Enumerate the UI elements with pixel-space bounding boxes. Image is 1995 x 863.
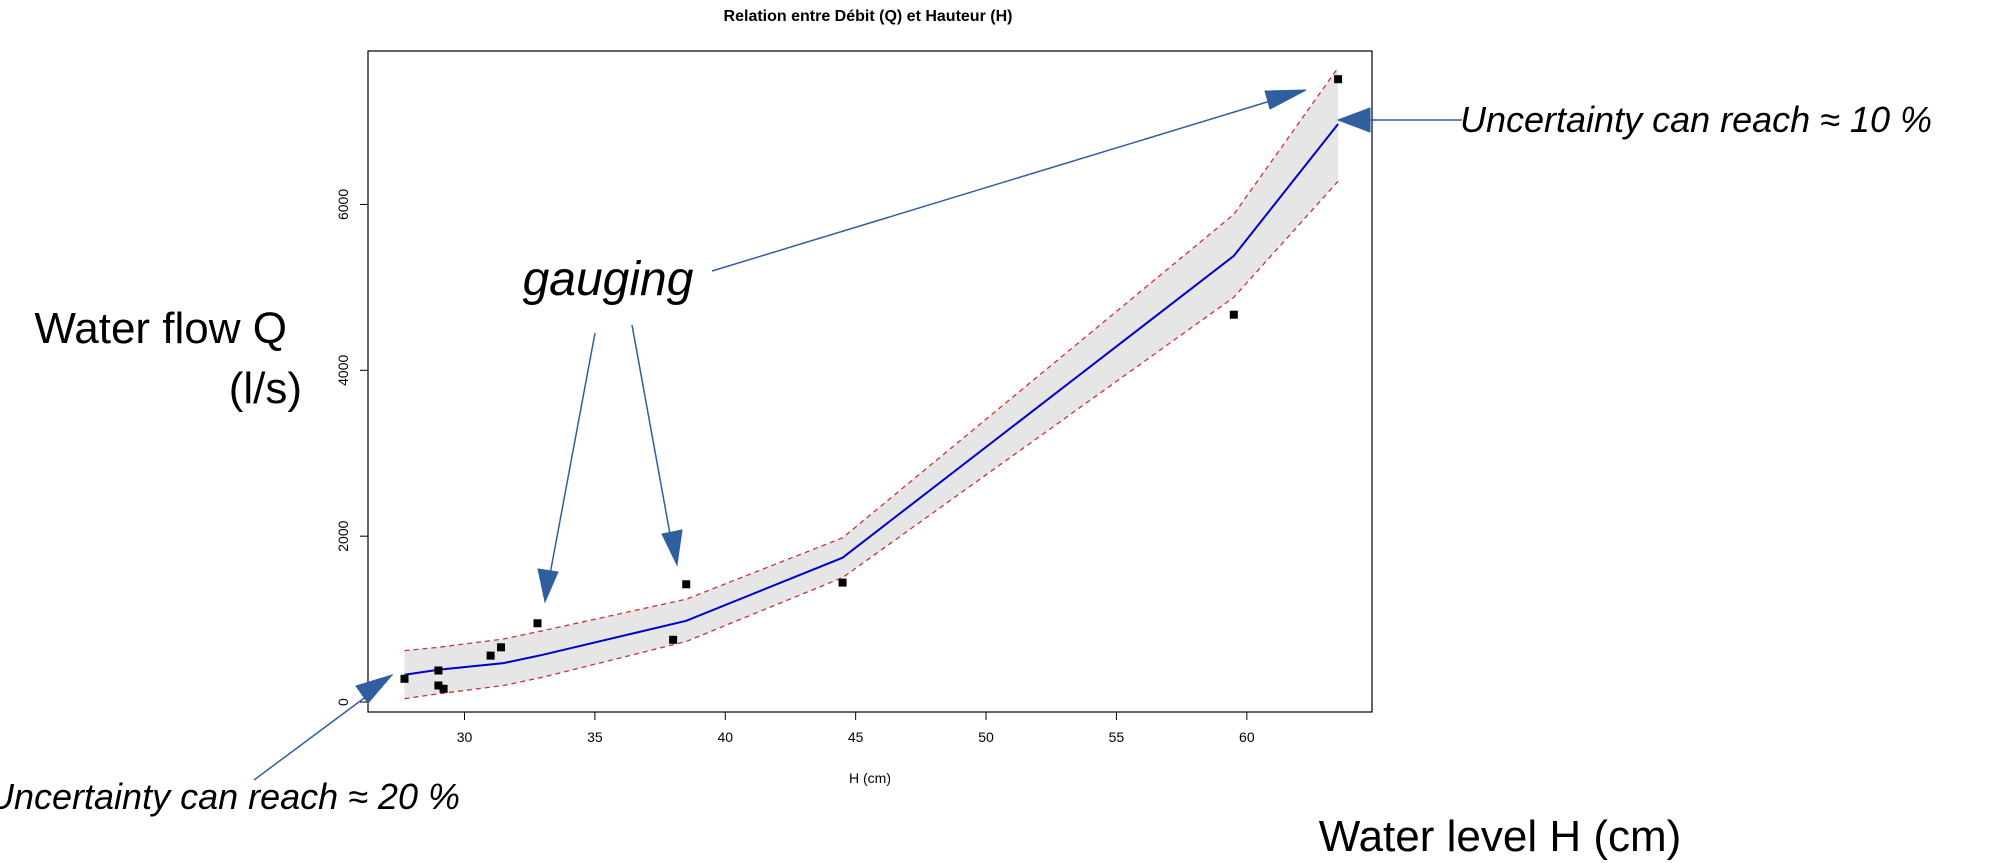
gauging-point <box>497 643 505 652</box>
uncertainty-low-label: Uncertainty can reach ≈ 20 % <box>0 776 460 817</box>
y-tick-label: 6000 <box>335 189 351 220</box>
y-title-line2: (l/s) <box>229 364 302 413</box>
annotation-arrows <box>253 89 1462 781</box>
arrow-to-upper-curve-head <box>1336 107 1371 133</box>
gauging-point <box>669 635 678 644</box>
arrow-to-top-gauging-head <box>1264 89 1307 110</box>
gauging-point <box>486 651 495 660</box>
y-tick-label: 0 <box>335 698 351 706</box>
gauging-point <box>682 580 691 589</box>
plot-frame <box>367 50 1373 713</box>
y-axis: 0 2000 4000 6000 <box>335 189 368 706</box>
x-tick-label: 40 <box>717 729 733 745</box>
gauging-point <box>1229 310 1238 319</box>
y-title-line1: Water flow Q <box>34 304 287 353</box>
gauging-point <box>1334 75 1343 84</box>
gauging-point <box>533 619 542 628</box>
rating-curve-line <box>404 123 1339 676</box>
lower-bound-line <box>404 180 1339 700</box>
chart-title: Relation entre Débit (Q) et Hauteur (H) <box>724 8 1013 25</box>
x-tick-label: 35 <box>587 729 603 745</box>
arrow-to-top-gauging-line <box>711 91 1301 272</box>
x-axis: 30 35 40 45 50 55 60 <box>457 712 1255 745</box>
gauging-point <box>400 674 409 683</box>
y-tick-label: 4000 <box>335 355 351 386</box>
gauging-point <box>434 681 443 690</box>
x-tick-label: 30 <box>457 729 473 745</box>
plot-area <box>400 67 1343 700</box>
uncertainty-high-label: Uncertainty can reach ≈ 10 % <box>1460 99 1932 140</box>
x-tick-label: 50 <box>978 729 994 745</box>
arrow-to-lower-curve-head <box>355 674 394 704</box>
upper-bound-line <box>404 67 1339 652</box>
x-tick-label: 55 <box>1109 729 1125 745</box>
y-tick-label: 2000 <box>335 520 351 551</box>
gauging-point <box>838 578 847 587</box>
gauging-label: gauging <box>523 253 694 306</box>
x-tick-label: 60 <box>1239 729 1255 745</box>
x-title-annotation: Water level H (cm) <box>1319 812 1682 861</box>
arrow-to-gauging-right-line <box>631 324 673 546</box>
gauging-point <box>439 684 448 693</box>
arrow-to-gauging-right-head <box>661 529 683 567</box>
arrow-to-gauging-left-line <box>547 332 596 586</box>
x-axis-label: H (cm) <box>849 770 891 786</box>
arrow-to-gauging-left-head <box>537 568 559 604</box>
gauging-point <box>434 666 443 675</box>
arrow-to-lower-curve-line <box>253 689 376 781</box>
x-tick-label: 45 <box>848 729 864 745</box>
